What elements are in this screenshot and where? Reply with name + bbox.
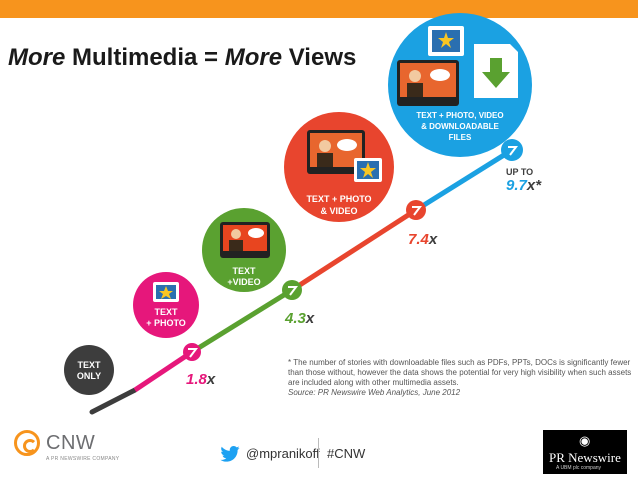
footer-divider [318, 438, 319, 468]
person-icon [231, 229, 241, 239]
stage-label-text-photo-video-2: & VIDEO [320, 206, 357, 216]
value-video: 4.3x [284, 310, 315, 327]
cnw-name: CNW [46, 432, 96, 454]
value-photo-video: 7.4x [408, 231, 438, 248]
footnote-text: * The number of stories with downloadabl… [288, 358, 632, 387]
person-body-icon-3 [407, 83, 423, 97]
page-title: More Multimedia = More Views [8, 44, 356, 72]
prnewswire-logo [543, 430, 627, 474]
star-icon-3 [438, 32, 454, 48]
stage-label-text-only-2: ONLY [77, 371, 101, 381]
footnote-source: Source: PR Newswire Web Analytics, June … [288, 388, 461, 397]
cnw-logo-icon [14, 430, 40, 456]
line-segment-photo-video [290, 207, 418, 293]
person-body-icon [229, 240, 243, 251]
stage-circle-text-only [64, 345, 114, 395]
marker-video-arrow-icon [288, 286, 298, 296]
value-downloadable-prefix: UP TO [506, 167, 533, 177]
prnewswire-subtitle: A UBM plc company [556, 465, 602, 471]
stage-label-text-video-1: TEXT [232, 266, 256, 276]
marker-photo-video-arrow-icon [412, 206, 422, 216]
marker-photo [183, 343, 201, 361]
hashtag[interactable]: #CNW [327, 446, 366, 461]
value-photo: 1.8x [186, 371, 216, 388]
stage-text-photo: TEXT + PHOTO [133, 272, 199, 338]
footnote: * The number of stories with downloadabl… [288, 358, 634, 398]
stage-circle-text-photo [133, 272, 199, 338]
marker-video [282, 280, 302, 300]
top-accent-bar [0, 0, 638, 18]
stage-label-text-only-1: TEXT [77, 360, 101, 370]
value-downloadable: 9.7x* [506, 177, 542, 194]
title-multimedia: Multimedia = [65, 44, 225, 71]
stage-label-text-photo-video-1: TEXT + PHOTO [306, 194, 371, 204]
stage-text-only: TEXT ONLY [64, 345, 114, 395]
person-body-icon-2 [317, 153, 333, 167]
cnw-subtitle: A PR NEWSWIRE COMPANY [46, 456, 120, 462]
line-segment-downloadable [414, 147, 514, 213]
twitter-bird-icon [220, 446, 240, 462]
title-more-2: More [224, 44, 283, 71]
stage-label-downloadable-2: & DOWNLOADABLE [421, 122, 499, 131]
stage-text-photo-video-downloadable: TEXT + PHOTO, VIDEO & DOWNLOADABLE FILES [388, 13, 532, 157]
person-icon-3 [409, 70, 421, 82]
stage-text-video: TEXT +VIDEO [202, 208, 286, 292]
speech-bubble-icon-3 [430, 69, 450, 81]
speech-bubble-icon-2 [337, 139, 357, 151]
stage-label-downloadable-1: TEXT + PHOTO, VIDEO [416, 111, 503, 120]
marker-photo-video [406, 200, 426, 220]
prnewswire-name: PR Newswire [549, 450, 621, 465]
star-icon-2 [360, 162, 376, 178]
twitter-handle[interactable]: @mpranikoff [246, 446, 320, 461]
marker-downloadable-arrow-icon [508, 146, 518, 156]
person-icon-2 [319, 140, 331, 152]
title-more-1: More [8, 44, 66, 71]
line-segment-video [190, 287, 294, 355]
star-icon [159, 286, 173, 299]
title-views: Views [282, 44, 357, 71]
line-segment-photo [133, 349, 194, 393]
stage-text-photo-video: TEXT + PHOTO & VIDEO [284, 112, 394, 222]
stage-label-text-photo-1: TEXT [154, 307, 178, 317]
download-arrow-icon [482, 58, 510, 88]
speech-bubble-icon [248, 228, 264, 238]
marker-downloadable [501, 139, 523, 161]
prnewswire-emblem-icon: ◉ [579, 433, 591, 448]
line-segment-text [89, 387, 138, 415]
stage-label-text-video-2: +VIDEO [227, 277, 260, 287]
stage-label-text-photo-2: + PHOTO [146, 318, 186, 328]
stage-label-downloadable-3: FILES [449, 133, 472, 142]
marker-photo-arrow-icon [188, 348, 198, 358]
